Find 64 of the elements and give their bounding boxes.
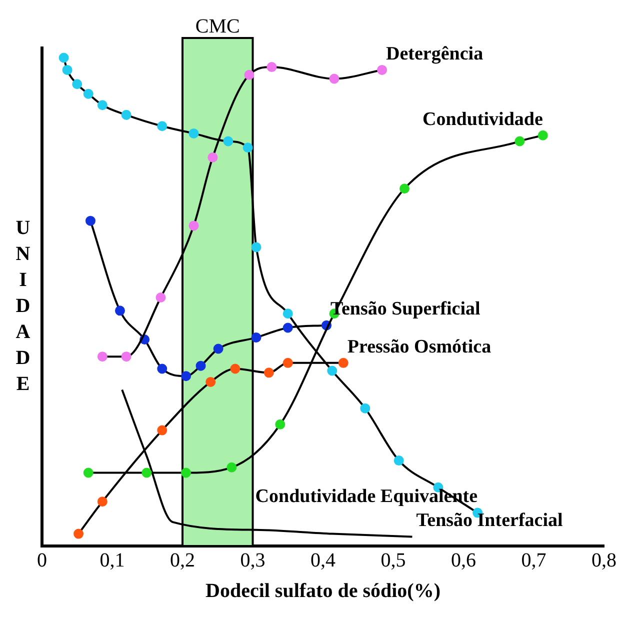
point [514,136,525,146]
point [244,70,254,80]
point [360,403,370,414]
point [275,419,286,430]
point [251,242,262,252]
point [156,292,166,302]
point [157,364,168,374]
point [329,74,340,84]
x-tick-label: 0,5 [380,549,406,572]
series-label: Detergência [386,43,484,64]
point [338,358,348,368]
point [142,468,152,478]
point [226,462,237,472]
point [196,360,206,371]
point [181,371,192,382]
point [72,79,82,90]
point [97,100,108,110]
point [62,64,72,75]
point [83,88,94,99]
point [157,425,168,436]
point [114,306,125,316]
x-tick-label: 0,8 [592,549,616,572]
point [121,352,132,362]
point [399,184,410,194]
series-label: Pressão Osmótica [347,336,492,358]
point [242,142,253,153]
point [188,220,199,231]
point [223,136,234,146]
point [230,364,240,374]
point [74,528,84,539]
x-tick-label: 0,6 [451,549,476,572]
point [377,64,388,75]
point [282,358,293,368]
x-tick-label: 0,7 [521,549,546,572]
point [121,110,132,120]
point [97,352,108,362]
point [58,52,69,63]
point [394,456,404,466]
point [85,216,96,226]
point [282,322,293,333]
series-label: Condutividade [422,108,543,130]
x-tick-label: 0,2 [170,549,195,572]
point [282,308,293,319]
series-label: Tensão Interfacial [416,510,563,532]
point [206,376,216,387]
x-tick-label: 0,3 [240,549,266,572]
point [157,121,168,132]
point [538,130,548,140]
point [208,152,218,162]
y-axis-title: UNIDADE [11,217,34,399]
x-tick-label: 0,4 [310,549,336,572]
point [251,332,262,343]
point [264,368,274,378]
x-tick-label: 0 [37,549,47,572]
point [97,496,108,507]
point [266,62,277,72]
band-label: CMC [195,15,240,38]
point [188,128,199,138]
point [83,468,94,478]
point [213,344,224,354]
x-tick-label: 0,1 [100,549,125,572]
x-axis-title: Dodecil sulfato de sódio(%) [206,580,440,602]
point [327,366,338,376]
point [181,468,192,478]
